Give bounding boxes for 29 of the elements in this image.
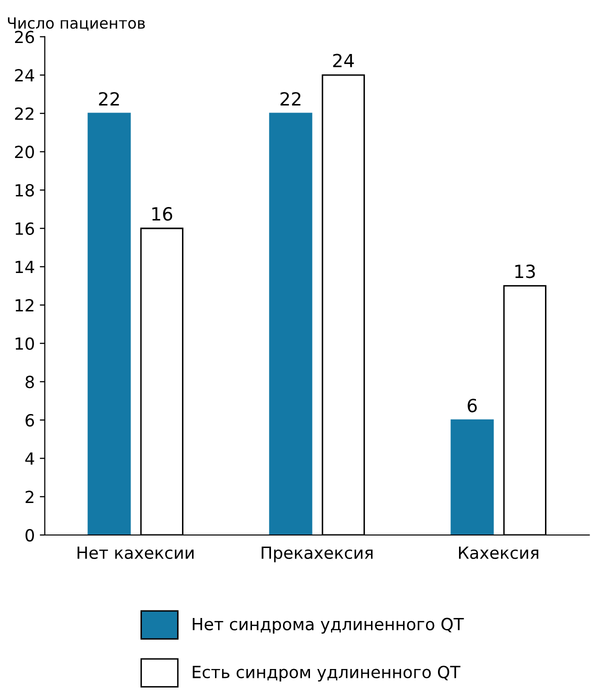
data-label: 16	[152, 207, 172, 221]
y-tick-label: 24	[15, 69, 34, 82]
y-tick-label: 12	[16, 298, 34, 312]
bar	[269, 112, 312, 535]
y-tick-label: 0	[26, 528, 34, 542]
x-tick-label: Прекахексия	[262, 546, 373, 562]
legend-label: Есть синдром удлиненного QT	[192, 666, 460, 682]
y-tick-label: 6	[26, 414, 34, 427]
data-label: 24	[333, 54, 354, 68]
y-tick-label: 22	[15, 107, 34, 120]
x-tick-label: Нет кахексии	[78, 546, 194, 560]
y-tick-label: 16	[16, 222, 34, 235]
y-tick-label: 2	[26, 490, 34, 503]
y-tick-label: 14	[16, 260, 34, 274]
y-tick-label: 20	[15, 146, 34, 158]
y-tick-label: 4	[25, 452, 34, 465]
data-label: 6	[468, 398, 477, 412]
y-axis-title: Число пациентов	[8, 17, 145, 31]
y-tick-label: 8	[26, 376, 34, 388]
bar	[88, 112, 131, 535]
legend-label: Нет синдрома удлиненного QT	[192, 618, 464, 634]
data-label: 22	[280, 92, 300, 106]
bar	[450, 419, 494, 535]
data-label: 13	[515, 264, 535, 278]
data-label: 22	[99, 92, 119, 106]
y-tick-label: 26	[15, 30, 34, 44]
y-tick-label: 10	[16, 337, 34, 350]
y-tick-label: 18	[16, 184, 34, 197]
x-tick-label: Кахексия	[459, 546, 538, 560]
